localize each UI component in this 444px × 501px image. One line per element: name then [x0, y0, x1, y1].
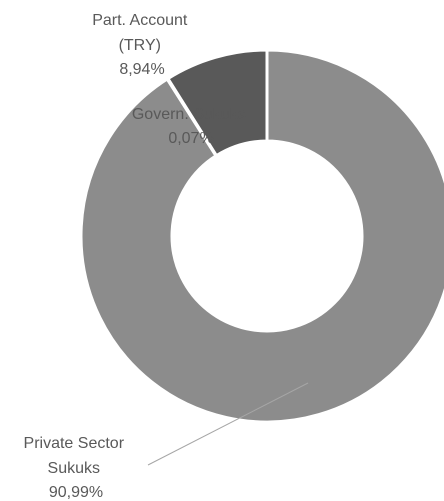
donut-slices: [79, 48, 444, 424]
leader-line-private-sector: [147, 382, 309, 466]
slice-label-private-sector: Private Sector Sukuks 90,99%: [24, 435, 129, 501]
slice-part-account: [165, 48, 269, 158]
slice-label-govern-sukuks: Govern. Sukuks 0,07%: [132, 106, 250, 147]
slice-label-part-account: Part. Account (TRY) 8,94%: [92, 12, 192, 78]
slice-private-sector: [79, 48, 444, 424]
